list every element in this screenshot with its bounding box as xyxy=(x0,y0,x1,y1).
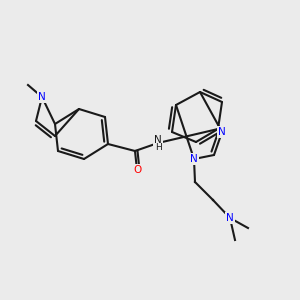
Text: N: N xyxy=(190,154,198,164)
Text: H: H xyxy=(154,143,161,152)
Text: O: O xyxy=(133,165,141,175)
Text: N: N xyxy=(38,92,46,102)
Text: N: N xyxy=(218,127,226,137)
Text: N: N xyxy=(154,135,162,145)
Text: N: N xyxy=(226,213,234,223)
